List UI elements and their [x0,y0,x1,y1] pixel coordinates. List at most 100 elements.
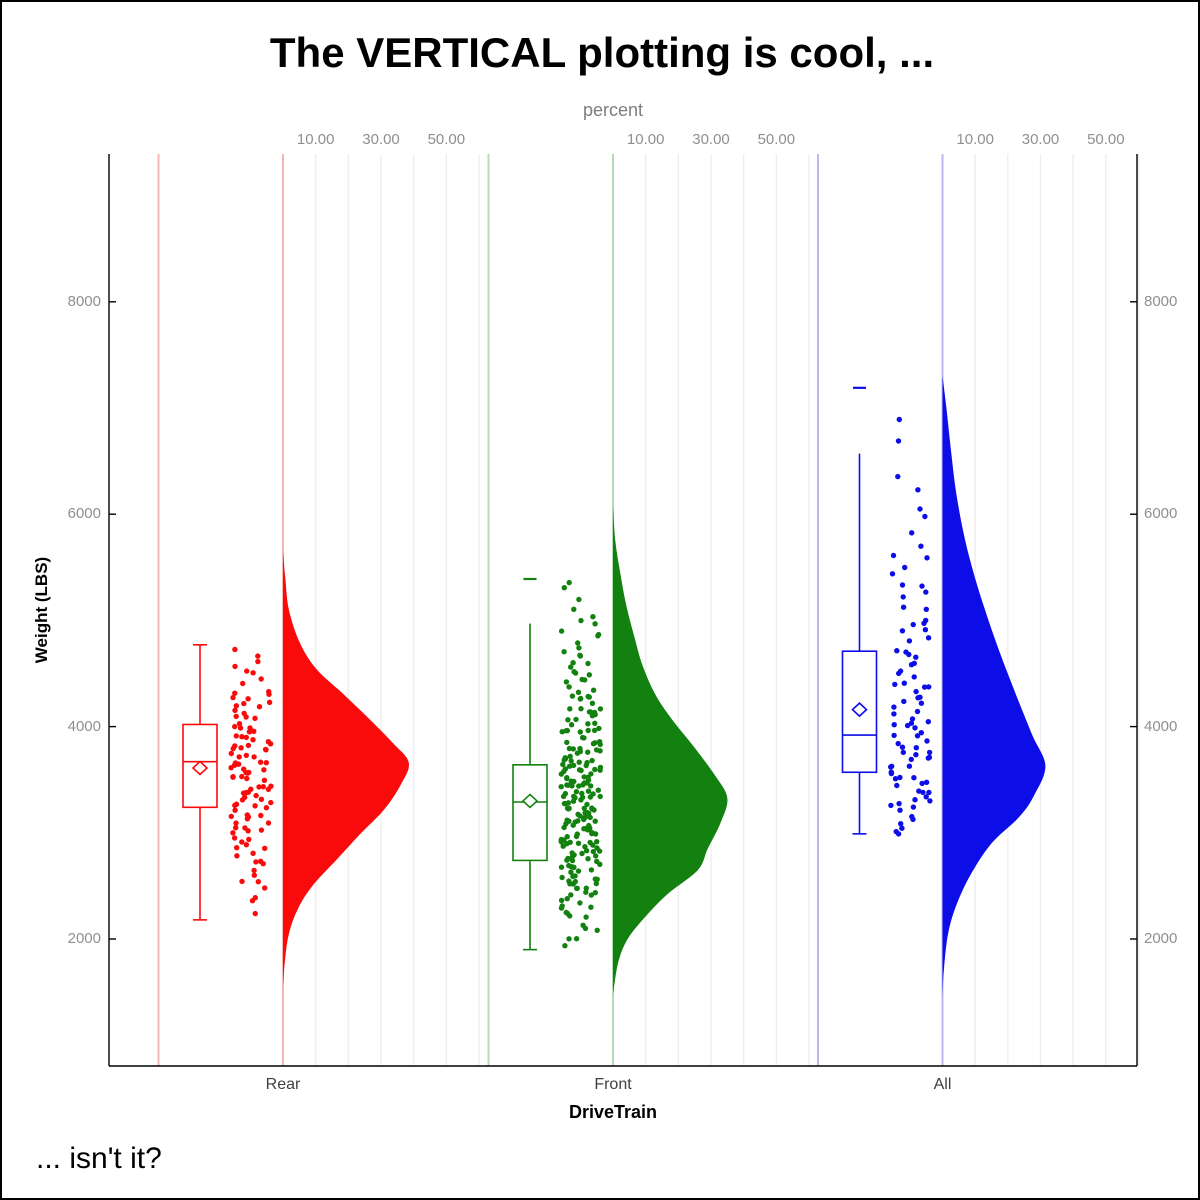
jitter-point [573,936,580,942]
jitter-point [247,725,253,731]
jitter-point [588,783,594,789]
jitter-point [914,733,921,739]
jitter-point [924,555,930,561]
jitter-point [232,663,238,670]
jitter-point [562,755,568,761]
jitter-point [564,775,570,781]
jitter-point [565,717,571,723]
jitter-point [564,782,570,788]
jitter-point [559,729,565,735]
jitter-point [909,813,915,820]
y-axis-tick-label-right: 2000 [1144,930,1178,947]
top-axis-tick-label: 30.00 [362,131,400,148]
jitter-point [576,767,583,773]
jitter-point [583,889,589,895]
jitter-point [912,797,918,803]
jitter-point [913,688,919,695]
jitter-point [230,830,236,836]
y-axis-tick-label-left: 8000 [67,292,101,310]
jitter-point [913,745,919,751]
jitter-point [585,693,591,700]
jitter-point [588,771,594,777]
mean-diamond-front [521,793,539,809]
jitter-point [262,845,268,851]
jitter-point [243,842,250,848]
jitter-point [239,878,245,885]
jitter-point [579,790,585,797]
jitter-point [236,721,243,727]
jitter-point [589,700,596,706]
jitter-point [906,638,913,644]
jitter-point [256,784,262,790]
jitter-point [565,800,572,806]
jitter-point [592,621,598,627]
jitter-point [923,794,929,800]
jitter-point [566,878,572,884]
jitter-point [592,831,599,837]
jitter-point [563,679,570,685]
jitter-point [900,604,907,610]
jitter-point [238,745,244,751]
jitter-point [590,848,596,855]
jitter-point [569,850,575,856]
jitter-point [593,853,599,859]
jitter-point [577,900,583,906]
jitter-point [253,859,259,865]
jitter-point [889,763,895,769]
jitter-point [588,892,594,898]
jitter-point [591,727,598,734]
jitter-point [562,790,569,797]
jitter-point [597,793,603,800]
jitter-point [571,778,577,785]
jitter-point [583,848,590,854]
jitter-point [255,879,261,885]
jitter-point [257,759,264,765]
jitter-point [911,674,917,680]
jitter-point [263,805,270,811]
jitter-point [570,660,576,666]
jitter-point [923,617,929,624]
jitter-point [571,669,577,675]
jitter-point [592,766,598,773]
y-axis-tick-label-right: 6000 [1144,505,1178,523]
jitter-point [919,583,925,589]
jitter-point [569,783,575,789]
jitter-point [925,635,932,641]
jitter-point [895,473,901,480]
jitter-point [564,817,570,823]
jitter-point [568,758,574,764]
jitter-point [919,780,925,787]
jitter-point [923,589,929,595]
jitter-point [233,703,239,709]
jitter-point [899,628,906,634]
jitter-point [906,763,913,769]
jitter-point [256,704,263,710]
category-label-rear: Rear [265,1076,301,1093]
jitter-point [234,853,240,859]
jitter-point [587,709,594,715]
jitter-point [925,719,931,725]
jitter-point [576,783,582,789]
jitter-point [593,880,599,887]
jitter-point [569,857,576,864]
jitter-point [252,910,258,917]
jitter-point [573,789,580,795]
jitter-point [561,649,567,655]
jitter-point [596,725,602,732]
jitter-point [252,895,258,901]
jitter-point [265,820,272,826]
violin-all [942,376,1046,998]
jitter-point [230,694,236,701]
jitter-point [892,681,898,688]
jitter-point [575,868,582,874]
jitter-point [239,839,245,845]
jitter-point [592,720,598,726]
jitter-point [566,745,573,752]
jitter-point [594,927,600,933]
jitter-point [558,864,565,870]
jitter-point [574,831,580,837]
jitter-point [239,797,246,803]
jitter-point [559,874,565,881]
jitter-point [903,649,909,655]
